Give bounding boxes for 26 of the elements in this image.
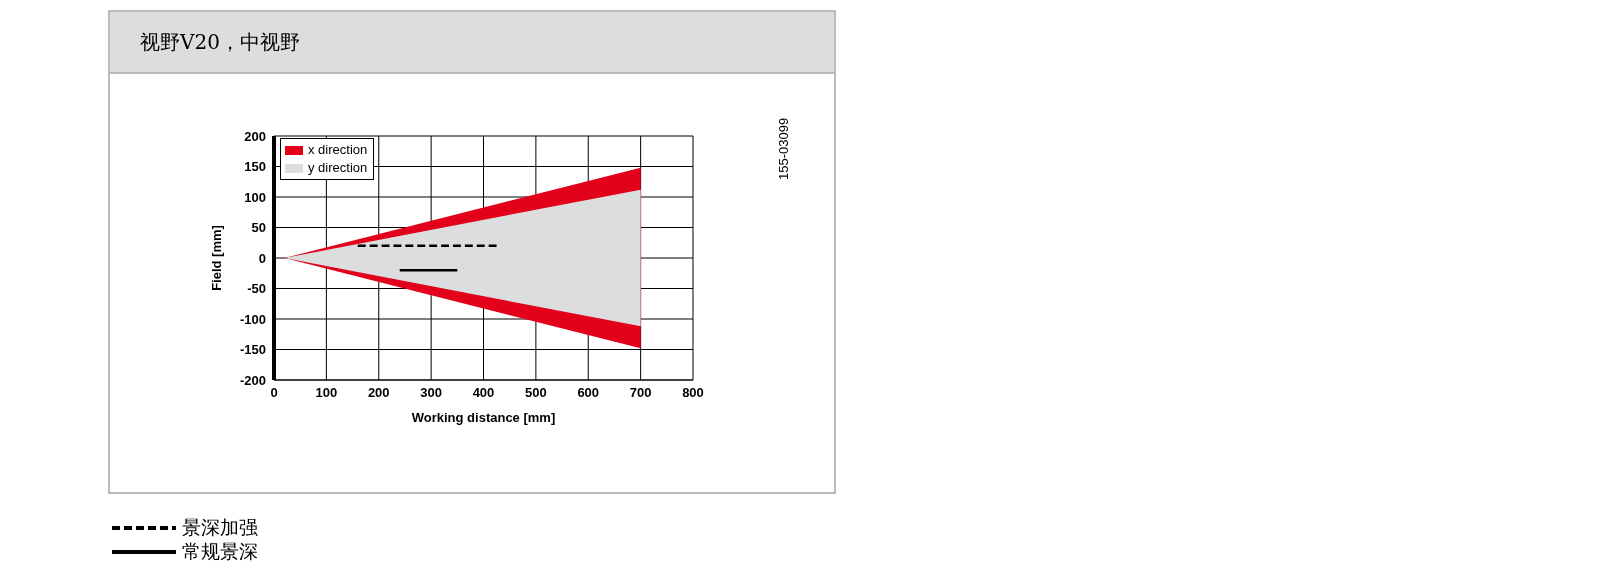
y-tick-label: 200: [244, 128, 266, 144]
y-tick-label: 150: [244, 159, 266, 175]
x-tick-label: 800: [682, 385, 704, 401]
x-tick-label: 700: [629, 385, 652, 401]
chart-title: 视野V20，中视野: [110, 12, 834, 74]
x-tick-label: 100: [315, 385, 338, 401]
x-axis-title: Working distance [mm]: [411, 410, 556, 425]
x-tick-label: 400: [472, 385, 495, 401]
legend-label: x direction: [308, 141, 368, 159]
text: 155-03099: [776, 117, 791, 180]
legend-label: 常规景深: [182, 539, 258, 564]
x-tick-label: 300: [420, 385, 442, 401]
y-tick-label: 100: [244, 189, 266, 205]
y-tick-label: -100: [239, 311, 266, 327]
y-tick-label: -150: [239, 342, 266, 358]
y-tick-label: 0: [258, 250, 266, 266]
x-tick-label: 500: [525, 385, 547, 401]
y-axis-title: Field [mm]: [208, 225, 224, 291]
legend-label: y direction: [308, 159, 368, 177]
x-tick-label: 0: [270, 385, 278, 401]
y-tick-label: -50: [247, 281, 266, 297]
x-tick-label: 600: [577, 385, 600, 401]
x-tick-label: 200: [367, 385, 390, 401]
legend-label: 景深加强: [182, 515, 258, 540]
y-tick-label: 50: [251, 220, 266, 236]
y-tick-label: -200: [239, 372, 266, 388]
